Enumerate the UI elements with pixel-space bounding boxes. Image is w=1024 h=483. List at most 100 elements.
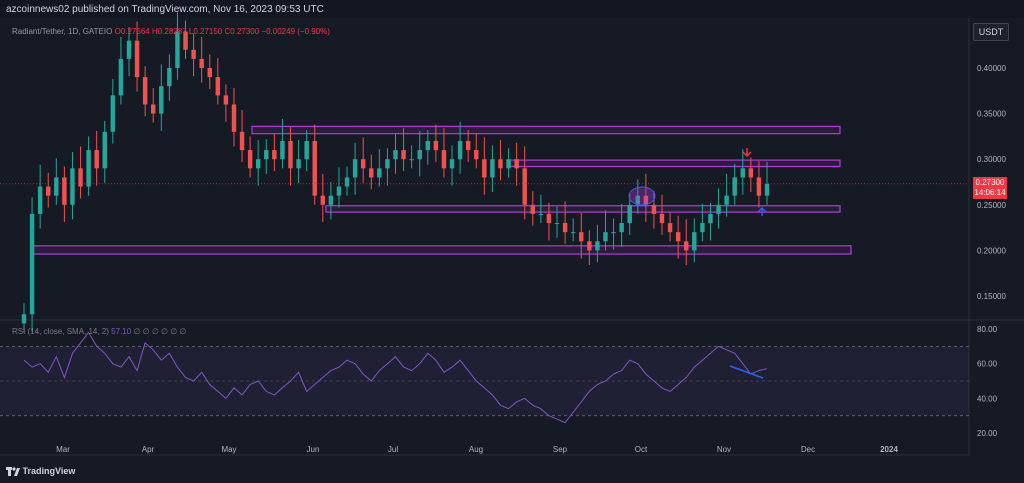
candle-body xyxy=(667,223,673,233)
candle-body xyxy=(619,223,624,233)
candle-body xyxy=(280,140,285,160)
candle-body xyxy=(215,77,221,96)
candle-body xyxy=(417,150,422,160)
candle-body xyxy=(21,314,27,324)
rsi-legend: RSI (14, close, SMA, 14, 2) 57.10 ∅ ∅ ∅ … xyxy=(12,327,186,336)
candle-body xyxy=(393,150,398,160)
legend-close: C0.27300 xyxy=(224,27,260,36)
candle-body xyxy=(651,204,657,214)
candle-body xyxy=(264,150,269,160)
candle-body xyxy=(579,232,584,242)
price-tick-label: 0.15000 xyxy=(977,292,1006,301)
candle-body xyxy=(611,232,616,234)
candle-body xyxy=(377,168,382,178)
candle-body xyxy=(37,186,43,214)
candle-body xyxy=(191,49,196,59)
candle-body xyxy=(288,140,293,169)
last-price-value: 0.27300 xyxy=(975,178,1005,187)
candle-body xyxy=(449,159,455,169)
price-tick-label: 0.35000 xyxy=(977,110,1006,119)
candle-body xyxy=(336,186,342,196)
candle-body xyxy=(587,241,592,251)
candle-body xyxy=(223,95,229,105)
publish-info: azcoinnews02 published on TradingView.co… xyxy=(6,4,324,15)
candle-body xyxy=(740,168,745,178)
candle-body xyxy=(522,168,527,205)
candle-body xyxy=(595,241,600,251)
rsi-value: 57.10 xyxy=(111,327,132,336)
price-tick-label: 0.30000 xyxy=(977,155,1006,164)
legend-high: H0.28287 xyxy=(151,27,187,36)
candle-body xyxy=(732,177,737,196)
time-tick-label: May xyxy=(221,445,236,454)
price-tick-label: 0.40000 xyxy=(977,64,1006,73)
top-bar: azcoinnews02 published on TradingView.co… xyxy=(0,0,1024,18)
candle-body xyxy=(102,131,107,169)
candle-body xyxy=(183,31,188,50)
rsi-band xyxy=(0,346,969,416)
candle-body xyxy=(70,168,75,205)
candle-body xyxy=(159,86,164,114)
candle-body xyxy=(441,150,447,169)
time-tick-label: Jun xyxy=(307,445,320,454)
legend-low: L0.27150 xyxy=(188,27,223,36)
candle-body xyxy=(62,177,67,205)
candle-body xyxy=(546,213,552,224)
candle-body xyxy=(530,204,536,214)
candle-body xyxy=(716,204,721,214)
candle-body xyxy=(255,159,261,169)
legend-open: O0.27564 xyxy=(114,27,150,36)
symbol-legend: Radiant/Tether, 1D, GATEIO O0.27564 H0.2… xyxy=(12,27,330,36)
candle-body xyxy=(320,195,326,205)
time-tick-label: Apr xyxy=(142,445,155,454)
candle-body xyxy=(175,31,180,68)
candle-body xyxy=(86,150,91,187)
candle-body xyxy=(352,159,358,178)
candle-body xyxy=(272,150,277,160)
candle-body xyxy=(724,195,729,205)
candle-body xyxy=(54,177,59,196)
candle-body xyxy=(78,168,83,187)
candle-body xyxy=(506,159,511,169)
support-resistance-zone xyxy=(32,245,852,255)
legend-change: −0.00249 (−0.90%) xyxy=(261,27,330,36)
arrow-down-icon xyxy=(742,148,752,158)
divergence-line xyxy=(729,365,764,379)
candle-body xyxy=(514,159,519,169)
candle-body xyxy=(465,140,471,151)
candle-body xyxy=(425,140,431,151)
candle-body xyxy=(692,232,697,251)
candle-body xyxy=(562,223,568,233)
candle-body xyxy=(110,95,116,132)
candle-body xyxy=(94,150,99,169)
price-tick-label: 0.25000 xyxy=(977,201,1006,210)
candle-body xyxy=(199,58,204,68)
support-resistance-zone xyxy=(251,125,841,135)
candle-body xyxy=(700,223,705,233)
time-tick-label: Jul xyxy=(388,445,398,454)
candle-body xyxy=(708,213,713,224)
candle-body xyxy=(369,168,374,178)
candle-body xyxy=(231,104,237,132)
candle-body xyxy=(239,131,245,151)
candle-body xyxy=(385,159,390,169)
time-tick-label: 2024 xyxy=(880,445,898,454)
rsi-line xyxy=(23,331,768,424)
time-tick-label: Oct xyxy=(635,445,648,454)
candle-body xyxy=(360,159,366,169)
candle-body xyxy=(247,150,253,169)
candle-body xyxy=(756,177,762,196)
rsi-tick-label: 20.00 xyxy=(977,429,998,438)
candle-body xyxy=(570,232,576,234)
candle-body xyxy=(635,195,641,205)
candle-body xyxy=(328,195,334,205)
price-tick-label: 0.20000 xyxy=(977,246,1006,255)
highlight-ellipse xyxy=(628,186,656,206)
currency-button[interactable]: USDT xyxy=(973,23,1009,41)
candle-body xyxy=(433,140,439,151)
candle-body xyxy=(603,232,608,242)
legend-symbol: Radiant/Tether, 1D, GATEIO xyxy=(12,27,113,36)
time-tick-label: Mar xyxy=(56,445,70,454)
arrow-up-icon xyxy=(757,206,767,216)
